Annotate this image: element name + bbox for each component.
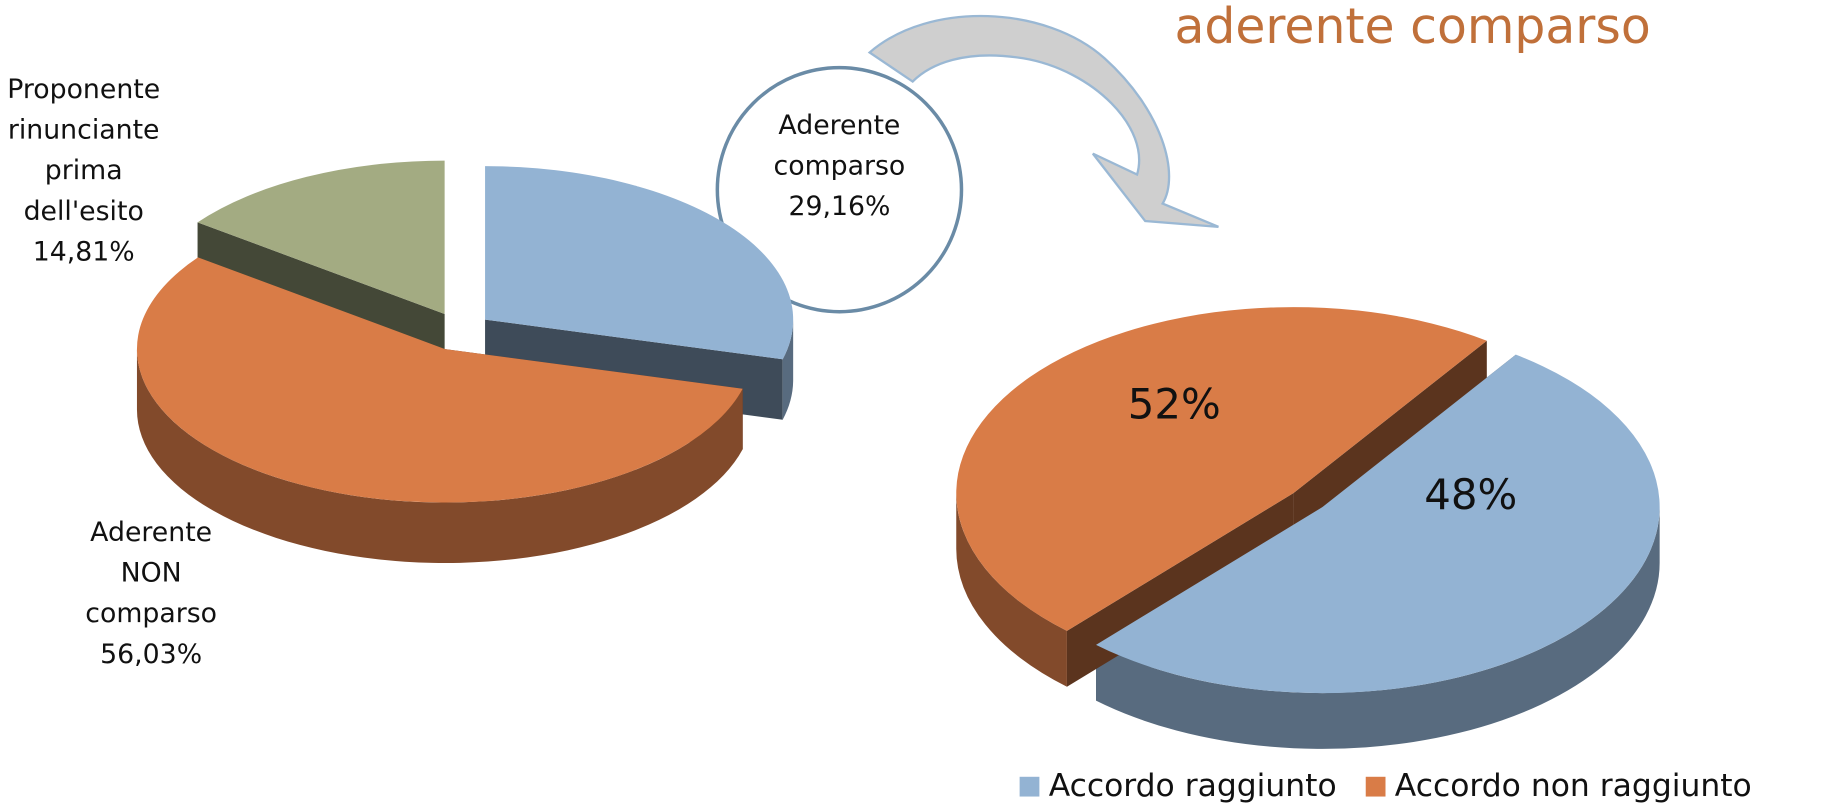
label-line: Proponente [7, 74, 160, 105]
data-label: 29,16% [788, 191, 890, 222]
category-label: Aderente comparso [774, 110, 906, 182]
label-line: comparso [85, 598, 217, 629]
callout-arrow [867, 14, 1219, 229]
label-line: rinunciante [8, 115, 160, 146]
slice-side [1096, 507, 1660, 749]
data-label: 14,81% [33, 237, 135, 268]
slice [1096, 354, 1660, 694]
label-line: comparso [774, 151, 906, 182]
data-label: 52% [1128, 380, 1221, 429]
slice [197, 160, 445, 315]
label-line: dell'esito [24, 196, 144, 227]
legend-label: Accordo raggiunto [1049, 768, 1337, 804]
slice [956, 307, 1487, 631]
slice-side [136, 349, 743, 564]
slide-title: aderente comparso [1174, 0, 1650, 55]
category-label: Aderente NON comparso [85, 517, 217, 629]
label-line: prima [45, 155, 123, 186]
legend-swatch [1019, 776, 1040, 797]
legend-swatch [1365, 776, 1386, 797]
legend-label: Accordo non raggiunto [1395, 768, 1752, 804]
data-label: 48% [1424, 470, 1517, 519]
data-label: 56,03% [100, 639, 202, 670]
slice-side [956, 493, 1067, 687]
slice-side [782, 319, 794, 420]
callout-circle [715, 65, 964, 314]
label-line: Aderente [778, 110, 900, 141]
slice [136, 257, 743, 503]
slice [485, 166, 794, 360]
label-line: NON [121, 557, 182, 588]
category-label: Proponente rinunciante prima dell'esito [7, 74, 160, 227]
label-line: Aderente [90, 517, 212, 548]
